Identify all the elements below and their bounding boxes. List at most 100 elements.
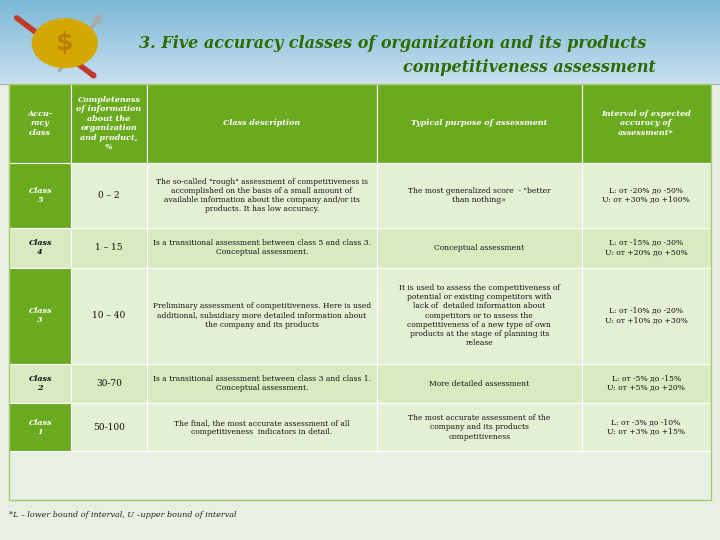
Bar: [0, 0, 720, 2]
Bar: [147, 228, 377, 268]
Text: L: от -3% до -10%
U: от +3% до +15%: L: от -3% до -10% U: от +3% до +15%: [607, 419, 685, 436]
Bar: [0, 52, 720, 55]
Text: The most generalized score  - "better
than nothing»: The most generalized score - "better tha…: [408, 187, 551, 204]
Bar: [0, 65, 720, 67]
Bar: [0, 76, 720, 77]
Bar: [9, 403, 71, 451]
Bar: [377, 228, 582, 268]
Bar: [0, 2, 720, 4]
Bar: [147, 84, 377, 163]
Bar: [71, 268, 147, 363]
Text: Class
1: Class 1: [29, 419, 52, 436]
Bar: [9, 84, 71, 163]
Text: L: от -5% до -15%
U: от +5% до +20%: L: от -5% до -15% U: от +5% до +20%: [607, 375, 685, 392]
Bar: [0, 73, 720, 76]
Text: $: $: [56, 31, 73, 55]
Bar: [71, 228, 147, 268]
Text: Class
5: Class 5: [29, 187, 52, 204]
Bar: [0, 31, 720, 33]
Bar: [71, 403, 147, 451]
Circle shape: [32, 19, 97, 68]
Bar: [147, 268, 377, 363]
Text: competitiveness assessment: competitiveness assessment: [402, 59, 656, 76]
Text: Conceptual assessment: Conceptual assessment: [434, 244, 524, 252]
Text: Class
4: Class 4: [29, 239, 52, 256]
Bar: [9, 268, 71, 363]
Bar: [0, 50, 720, 52]
Bar: [0, 25, 720, 27]
Bar: [0, 17, 720, 19]
Bar: [0, 23, 720, 25]
Bar: [71, 363, 147, 403]
Text: The most accurate assessment of the
company and its products
competitiveness: The most accurate assessment of the comp…: [408, 414, 550, 441]
Text: 0 – 2: 0 – 2: [98, 191, 120, 200]
Bar: [71, 163, 147, 228]
Bar: [0, 71, 720, 73]
Text: L: от -20% до -50%
U: от +30% до +100%: L: от -20% до -50% U: от +30% до +100%: [602, 187, 690, 204]
Bar: [582, 163, 711, 228]
Text: 50-100: 50-100: [93, 423, 125, 432]
Bar: [0, 40, 720, 42]
Bar: [582, 403, 711, 451]
Text: Completeness
of information
about the
organization
and product,
%: Completeness of information about the or…: [76, 96, 142, 151]
Bar: [0, 10, 720, 12]
Bar: [0, 60, 720, 63]
Text: Interval of expected
accuracy of
assessment*: Interval of expected accuracy of assessm…: [601, 110, 691, 137]
Bar: [0, 42, 720, 44]
Bar: [0, 46, 720, 48]
Bar: [0, 12, 720, 15]
Bar: [71, 84, 147, 163]
Bar: [0, 6, 720, 8]
Bar: [0, 36, 720, 38]
Text: 10 – 40: 10 – 40: [92, 311, 125, 320]
Bar: [0, 4, 720, 6]
Text: 3. Five accuracy classes of organization and its products: 3. Five accuracy classes of organization…: [139, 35, 646, 52]
Bar: [9, 84, 711, 500]
Bar: [0, 48, 720, 50]
Text: L: от -10% до -20%
U: от +10% до +30%: L: от -10% до -20% U: от +10% до +30%: [605, 307, 688, 324]
Bar: [0, 33, 720, 36]
Bar: [0, 82, 720, 84]
Text: 30-70: 30-70: [96, 379, 122, 388]
Text: Is a transitional assessment between class 5 and class 3.
Conceptual assessment.: Is a transitional assessment between cla…: [153, 239, 371, 256]
Bar: [0, 15, 720, 17]
Bar: [377, 403, 582, 451]
Bar: [0, 67, 720, 69]
Text: The so-called "rough" assessment of competitiveness is
accomplished on the basis: The so-called "rough" assessment of comp…: [156, 178, 368, 213]
Bar: [377, 268, 582, 363]
Bar: [377, 163, 582, 228]
Bar: [582, 84, 711, 163]
Bar: [9, 228, 71, 268]
Bar: [0, 57, 720, 59]
Text: More detailed assessment: More detailed assessment: [429, 380, 529, 388]
Text: Class
2: Class 2: [29, 375, 52, 392]
Text: *L – lower bound of interval, U –upper bound of interval: *L – lower bound of interval, U –upper b…: [9, 511, 237, 518]
Bar: [582, 268, 711, 363]
Text: L: от -15% до -30%
U: от +20% до +50%: L: от -15% до -30% U: от +20% до +50%: [605, 239, 688, 256]
Bar: [0, 79, 720, 82]
Text: It is used to assess the competitiveness of
potential or existing competitors wi: It is used to assess the competitiveness…: [399, 284, 559, 347]
Text: Class description: Class description: [223, 119, 300, 127]
Bar: [0, 27, 720, 29]
Bar: [377, 84, 582, 163]
Bar: [0, 59, 720, 60]
Bar: [0, 21, 720, 23]
Bar: [9, 363, 71, 403]
Bar: [0, 77, 720, 79]
Bar: [0, 69, 720, 71]
Text: Is a transitional assessment between class 3 and class 1.
Conceptual assessment.: Is a transitional assessment between cla…: [153, 375, 371, 392]
Bar: [147, 163, 377, 228]
Bar: [0, 29, 720, 31]
Bar: [582, 228, 711, 268]
Bar: [0, 63, 720, 65]
Bar: [0, 19, 720, 21]
FancyArrowPatch shape: [17, 18, 94, 76]
Bar: [0, 38, 720, 40]
Bar: [0, 55, 720, 57]
Bar: [147, 363, 377, 403]
Text: Preliminary assessment of competitiveness. Here is used
additional, subsidiary m: Preliminary assessment of competitivenes…: [153, 302, 371, 329]
Bar: [377, 363, 582, 403]
Text: Typical purpose of assessment: Typical purpose of assessment: [411, 119, 547, 127]
Bar: [9, 163, 71, 228]
Bar: [0, 44, 720, 46]
